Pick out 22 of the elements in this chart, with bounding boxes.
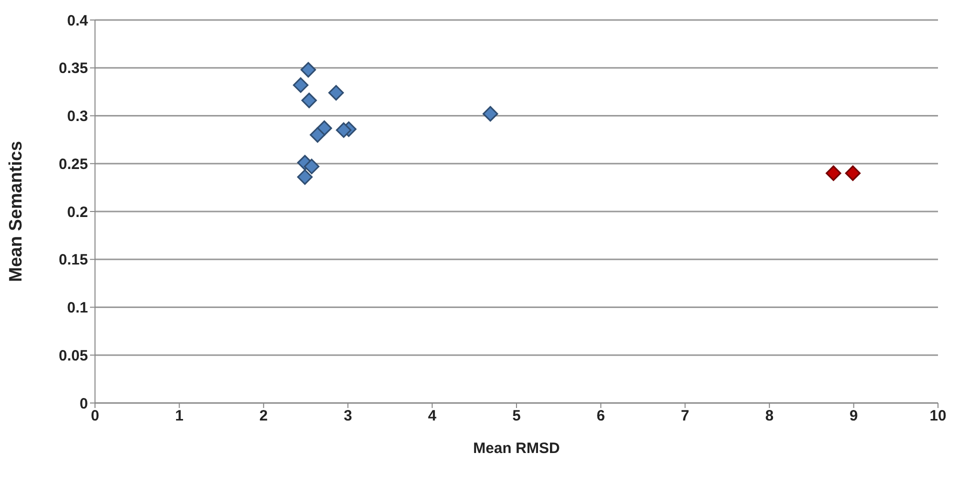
x-tick-label: 2 xyxy=(259,408,268,425)
y-tick-label: 0.3 xyxy=(67,108,88,126)
x-axis-title: Mean RMSD xyxy=(473,440,560,457)
x-tick-label: 5 xyxy=(512,408,521,425)
x-tick-label: 4 xyxy=(428,408,438,425)
x-tick-label: 1 xyxy=(175,408,184,425)
y-tick-label: 0.15 xyxy=(58,252,88,269)
x-tick-label: 9 xyxy=(850,408,858,425)
y-tick-label: 0.05 xyxy=(58,347,88,364)
x-tick-label: 0 xyxy=(90,408,100,425)
y-tick-label: 0.1 xyxy=(67,300,88,317)
y-axis-title: Mean Semantics xyxy=(5,140,26,282)
x-tick-label: 10 xyxy=(930,408,946,425)
x-tick-label: 6 xyxy=(596,408,605,425)
y-tick-label: 0.35 xyxy=(58,60,88,78)
y-tick-label: 0.2 xyxy=(67,204,88,221)
y-tick-label: 0.25 xyxy=(58,156,88,173)
y-tick-label: 0.4 xyxy=(67,12,89,30)
x-tick-label: 7 xyxy=(680,408,690,425)
x-tick-label: 8 xyxy=(765,408,774,425)
y-tick-label: 0 xyxy=(80,395,88,412)
x-tick-label: 3 xyxy=(344,408,352,425)
